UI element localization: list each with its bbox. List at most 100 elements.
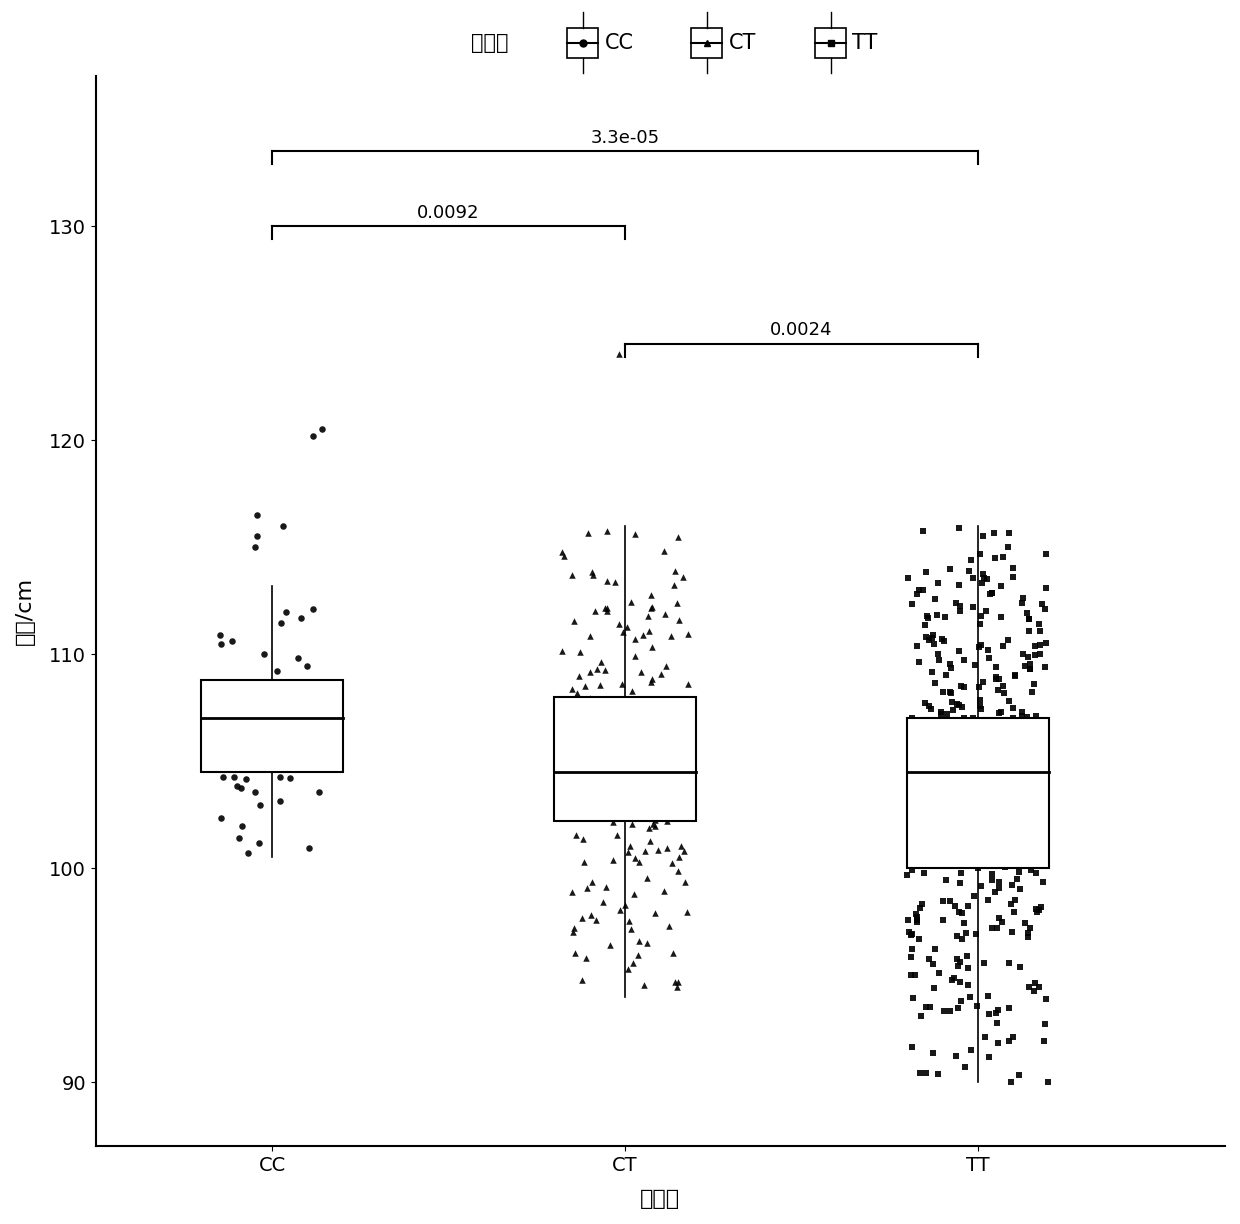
Point [580, 720, 600, 739]
Point [309, 782, 329, 802]
Point [655, 692, 675, 711]
Point [941, 971, 961, 990]
Point [1023, 814, 1043, 834]
Point [642, 636, 662, 656]
Point [249, 796, 269, 815]
Point [598, 599, 618, 618]
Point [1018, 927, 1038, 946]
Point [653, 759, 673, 778]
Point [966, 924, 986, 944]
Point [936, 705, 956, 725]
Point [1037, 718, 1056, 738]
Point [951, 991, 971, 1011]
Point [295, 709, 315, 728]
Point [985, 770, 1004, 789]
Point [951, 849, 971, 869]
Point [951, 903, 971, 923]
Point [1008, 863, 1028, 883]
Point [580, 748, 600, 767]
Point [552, 542, 572, 562]
Point [950, 728, 970, 748]
Point [986, 548, 1006, 568]
Point [677, 902, 697, 922]
Point [994, 857, 1014, 876]
Point [635, 722, 655, 742]
Point [1030, 621, 1050, 640]
Point [913, 796, 932, 815]
Point [945, 896, 965, 916]
Point [977, 569, 997, 589]
Point [993, 754, 1013, 774]
Point [991, 722, 1011, 742]
Point [577, 947, 596, 967]
Point [961, 1040, 981, 1060]
Point [663, 756, 683, 776]
Point [967, 777, 987, 797]
Point [585, 601, 605, 621]
Point [940, 777, 960, 797]
Point [957, 946, 977, 966]
Point [635, 722, 655, 742]
Point [1019, 610, 1039, 629]
Point [915, 744, 935, 764]
Point [564, 611, 584, 630]
Point [967, 808, 987, 827]
Point [590, 718, 610, 738]
Point [961, 800, 981, 820]
Point [945, 804, 965, 824]
Point [663, 575, 683, 595]
Point [987, 796, 1007, 815]
Point [1001, 1072, 1021, 1092]
Point [645, 815, 665, 835]
Point [591, 652, 611, 672]
Point [990, 670, 1009, 689]
Point [932, 754, 952, 774]
Point [649, 841, 668, 860]
Point [999, 1032, 1019, 1051]
Point [1003, 739, 1023, 759]
Point [641, 599, 661, 618]
Point [1002, 875, 1022, 895]
Point [1027, 744, 1047, 764]
Point [575, 714, 595, 733]
Point [1019, 655, 1039, 674]
Point [651, 767, 671, 787]
Point [605, 573, 625, 592]
Point [901, 966, 921, 985]
Point [596, 572, 616, 591]
Point [999, 692, 1019, 711]
Point [915, 614, 935, 634]
Point [273, 698, 293, 717]
Point [644, 815, 663, 835]
Point [596, 602, 616, 622]
Point [564, 918, 584, 938]
Point [993, 547, 1013, 567]
Point [1027, 854, 1047, 874]
Point [963, 568, 983, 588]
Point [598, 753, 618, 772]
Point [990, 703, 1009, 722]
Point [949, 718, 968, 738]
Point [619, 911, 639, 930]
Point [975, 798, 994, 818]
Point [676, 782, 696, 802]
Point [916, 562, 936, 581]
Point [216, 681, 236, 700]
Point [908, 912, 928, 931]
Point [595, 599, 615, 618]
Point [940, 1001, 960, 1021]
Text: CT: CT [728, 33, 756, 53]
Point [634, 782, 653, 802]
Point [666, 693, 686, 712]
Point [998, 953, 1018, 973]
Point [604, 813, 624, 832]
Point [645, 774, 665, 793]
Point [1033, 782, 1053, 802]
Point [999, 998, 1019, 1017]
Point [655, 541, 675, 561]
Point [1021, 827, 1040, 847]
Point [304, 600, 324, 619]
Point [645, 731, 665, 750]
Point [940, 715, 960, 734]
Point [910, 1064, 930, 1083]
